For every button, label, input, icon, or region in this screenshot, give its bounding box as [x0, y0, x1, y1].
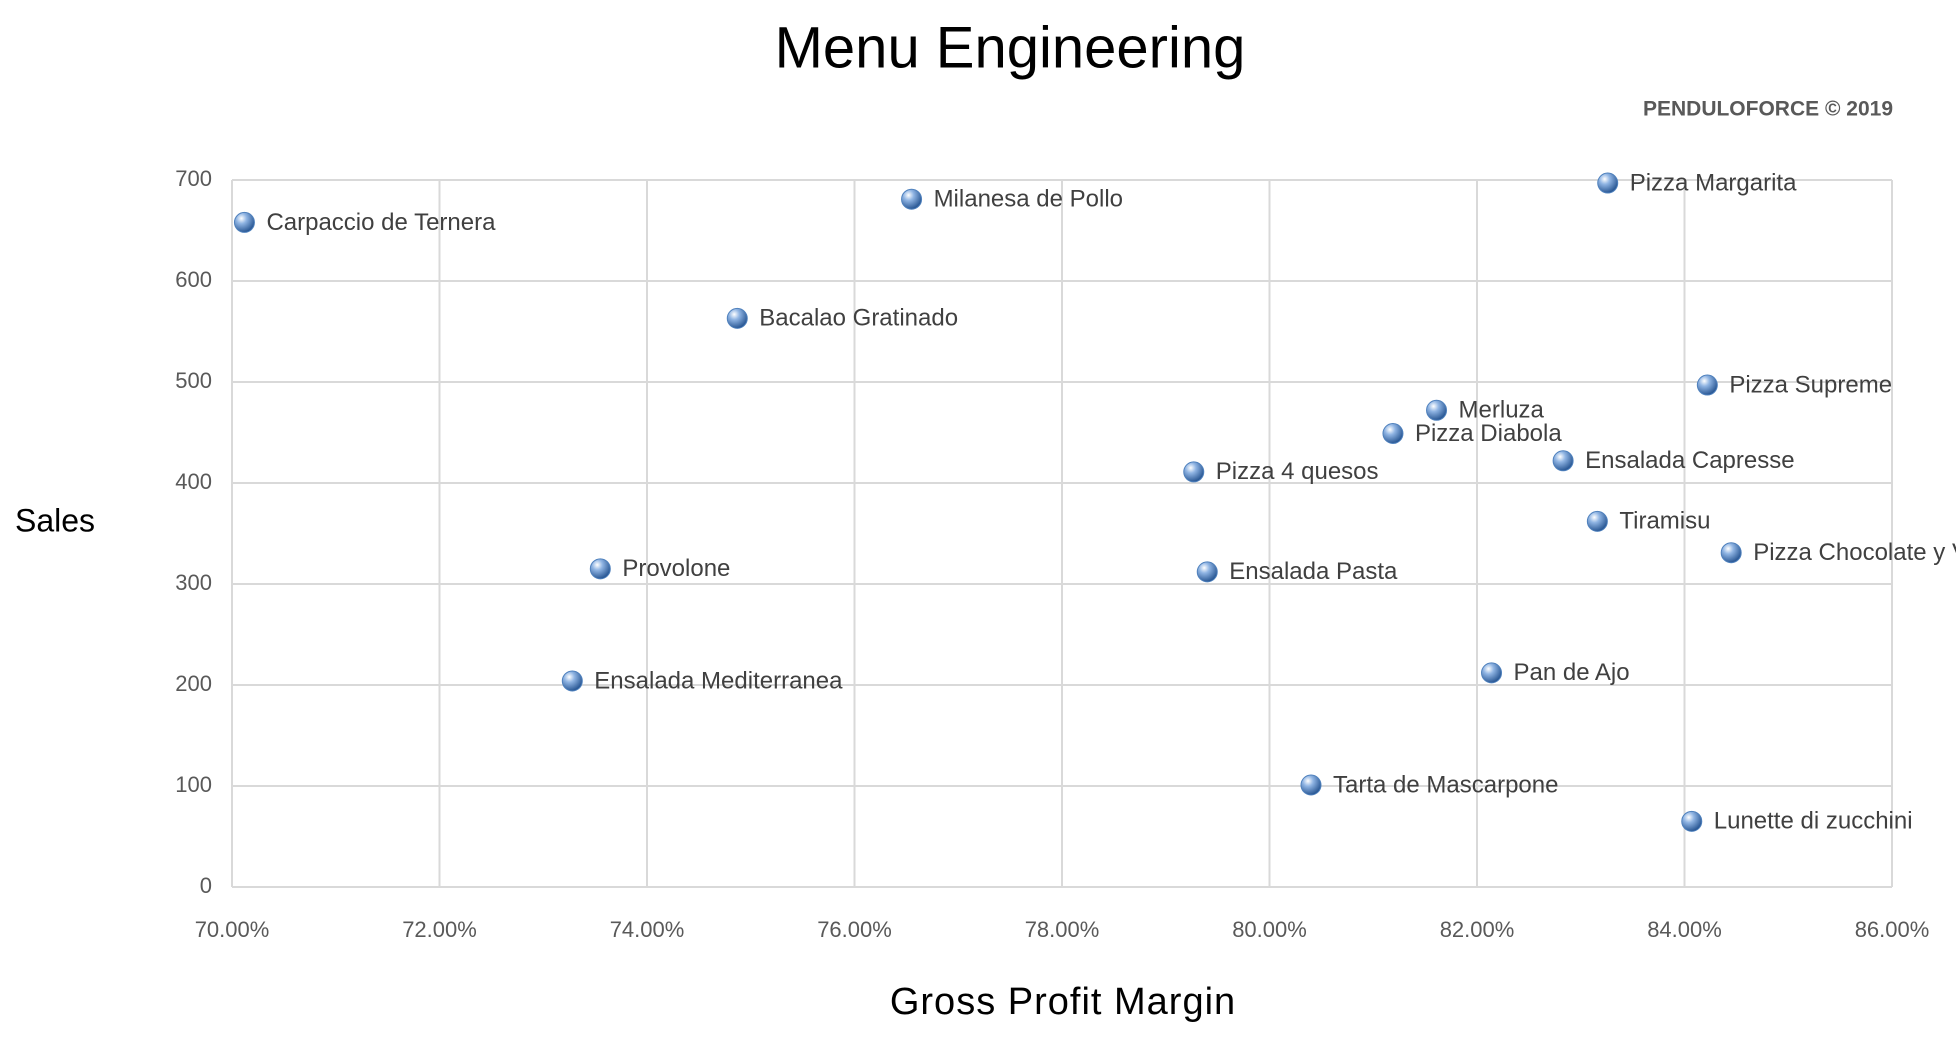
point-label: Bacalao Gratinado	[759, 305, 958, 332]
point-label: Provolone	[622, 555, 730, 582]
point	[1382, 423, 1404, 445]
point	[1720, 542, 1742, 564]
point-label: Ensalada Mediterranea	[594, 667, 843, 694]
point-label: Merluza	[1459, 397, 1545, 424]
y-tick-label: 200	[175, 671, 212, 696]
y-axis-label: Sales	[15, 502, 95, 538]
point	[561, 670, 583, 692]
y-tick-label: 0	[200, 873, 212, 898]
x-tick-label: 70.00%	[195, 917, 270, 942]
point	[1696, 374, 1718, 396]
point-label: Ensalada Pasta	[1229, 558, 1398, 585]
point	[1597, 172, 1619, 194]
point	[726, 307, 748, 329]
point	[1681, 810, 1703, 832]
x-tick-label: 76.00%	[817, 917, 892, 942]
point-label: Pizza Supreme	[1729, 371, 1892, 398]
point-label: Pizza 4 quesos	[1216, 458, 1379, 485]
point-label: Lunette di zucchini	[1714, 808, 1913, 835]
point-label: Tarta de Mascarpone	[1333, 771, 1558, 798]
point-label: Milanesa de Pollo	[934, 186, 1123, 213]
x-tick-label: 84.00%	[1647, 917, 1722, 942]
x-tick-label: 74.00%	[610, 917, 685, 942]
point	[901, 188, 923, 210]
point-label: Pizza Margarita	[1630, 169, 1797, 196]
point-label: Ensalada Capresse	[1585, 447, 1794, 474]
y-tick-label: 500	[175, 368, 212, 393]
point	[1552, 450, 1574, 472]
x-axis-label: Gross Profit Margin	[890, 981, 1236, 1023]
y-tick-label: 700	[175, 166, 212, 191]
point-label: Pizza Diabola	[1415, 420, 1562, 447]
point	[1481, 662, 1503, 684]
x-tick-label: 86.00%	[1855, 917, 1930, 942]
x-tick-label: 78.00%	[1025, 917, 1100, 942]
y-tick-label: 400	[175, 469, 212, 494]
point	[233, 211, 255, 233]
point-label: Pizza Chocolate y Vainilla	[1753, 539, 1956, 566]
point	[1426, 399, 1448, 421]
point	[1196, 561, 1218, 583]
point	[1586, 510, 1608, 532]
point-label: Carpaccio de Ternera	[266, 209, 496, 236]
y-tick-label: 600	[175, 267, 212, 292]
point-label: Pan de Ajo	[1514, 659, 1630, 686]
point	[589, 558, 611, 580]
y-tick-label: 300	[175, 570, 212, 595]
annotation: PENDULOFORCE © 2019	[1643, 98, 1893, 121]
point-label: Tiramisu	[1619, 508, 1710, 535]
x-tick-label: 80.00%	[1232, 917, 1307, 942]
x-tick-label: 72.00%	[402, 917, 477, 942]
x-tick-label: 82.00%	[1440, 917, 1515, 942]
y-tick-label: 100	[175, 772, 212, 797]
point	[1183, 461, 1205, 483]
point	[1300, 774, 1322, 796]
chart-title: Menu Engineering	[775, 15, 1246, 80]
